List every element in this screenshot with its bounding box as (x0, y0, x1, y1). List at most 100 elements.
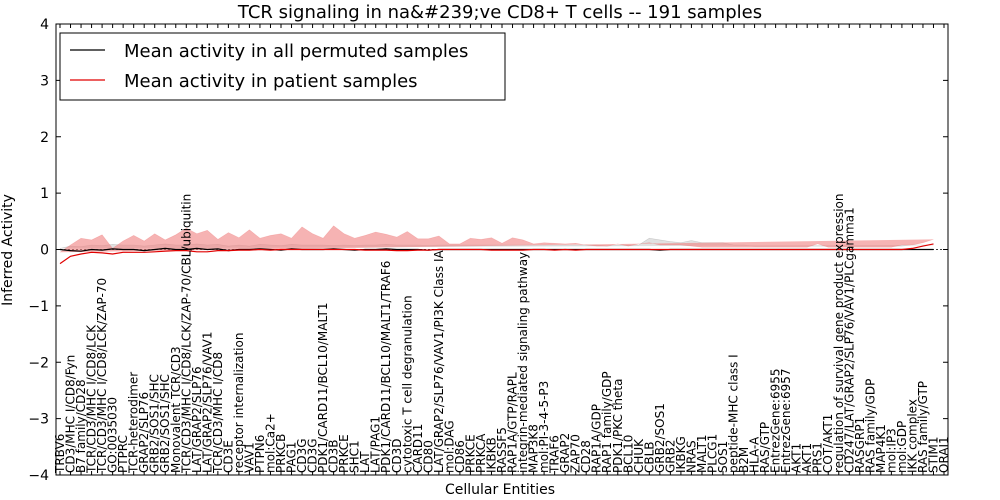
x-tick-label: IKBKB (485, 437, 499, 473)
x-tick-label: PLCG1 (706, 434, 720, 473)
x-tick-label: B2M (737, 447, 751, 473)
x-tick-label: integrin-mediated signaling pathway (516, 252, 530, 473)
y-tick-label: −4 (28, 468, 49, 484)
x-tick-label: PAG1 (285, 442, 299, 473)
x-tick-label: PDK1/CARD11/BCL10/MALT1/TRAF6 (379, 261, 393, 473)
x-tick-label: GO:0035030 (106, 397, 120, 473)
x-tick-label: B7 family/CD28 (74, 379, 88, 473)
y-tick-label: 0 (40, 243, 49, 259)
x-tick-label: LAT/GRAP2/SLP76 (190, 366, 204, 473)
x-tick-label: LAT/GRAP2/SLP76/VAV1 (200, 332, 214, 473)
x-tick-label: EntrezGene:6955 (769, 369, 783, 474)
x-tick-label: CD86 (453, 440, 467, 473)
x-tick-label: mol:Ca2+ (264, 413, 278, 473)
x-tick-label: SOS1 (716, 441, 730, 473)
x-tick-label: CD3D (390, 439, 404, 474)
x-tick-label: PDK1/PKC theta (611, 379, 625, 473)
x-tick-label: CD3E (221, 440, 235, 473)
x-tick-label: PRKCE (337, 434, 351, 473)
x-tick-label: TCR/CD3/MHC I/CD8 (211, 352, 225, 474)
y-tick-label: 2 (40, 130, 49, 146)
x-tick-label: LAT/GRAP2/SLP76/VAV1/PI3K Class IA (432, 249, 446, 473)
x-tick-label: GRB2/SOS1/SHC (158, 374, 172, 473)
x-tick-label: TCR/CD3/MHC I/CD8/LCK (85, 324, 99, 474)
x-tick-label: PRS1 (811, 442, 825, 473)
x-tick-label: ZAP70 (569, 434, 583, 473)
x-tick-label: TCR-heterodimer (127, 372, 141, 474)
x-tick-label: RAS family/GDP (863, 379, 877, 473)
y-tick-label: 3 (40, 73, 49, 89)
x-tick-label: mol:GDP (895, 421, 909, 473)
x-tick-label: ORAI1 (937, 436, 951, 473)
x-tick-label: HLA-A (748, 436, 762, 473)
x-axis-label: Cellular Entities (445, 482, 555, 498)
x-tick-label: PRKCA (474, 433, 488, 473)
x-tick-label: PTPN6 (253, 435, 267, 473)
x-tick-label: GRB2/SOS1 (653, 403, 667, 473)
x-tick-label: CD3G (306, 438, 320, 473)
x-tick-label: MALT1 (695, 434, 709, 473)
x-tick-label: MAP3K8 (527, 424, 541, 473)
y-tick-label: −3 (28, 412, 49, 428)
x-tick-label: STIM1 (927, 437, 941, 473)
x-tick-label: PRKCB (274, 434, 288, 473)
x-tick-label: PTPRC (116, 435, 130, 473)
x-tick-label: TRBV6 (53, 434, 67, 474)
x-tick-label: RAP1 family/GDP (600, 371, 614, 473)
x-tick-label: SHC1 (348, 440, 362, 473)
x-tick-label: CD28 (579, 440, 593, 473)
x-tick-label: CD3B (327, 440, 341, 474)
legend: Mean activity in all permuted samples Me… (59, 32, 506, 101)
y-tick-label: 1 (40, 186, 49, 202)
chart-title: TCR signaling in na&#239;ve CD8+ T cells… (237, 2, 762, 23)
x-tick-label: mol:DAG (442, 420, 456, 473)
x-tick-label: IKBKG (674, 436, 688, 473)
x-tick-label: TCR/CD3/MHC I/CD8/LCK/ZAP-70/CBL/ubiquit… (179, 194, 193, 474)
y-tick-label: 4 (40, 17, 49, 33)
x-tick-label: BCL10 (621, 435, 635, 473)
x-tick-label: EntrezGene:6957 (779, 369, 793, 474)
x-tick-label: RAS/GTP (758, 422, 772, 473)
x-tick-label: CD3G (295, 438, 309, 473)
x-tick-label: regulation of survival gene product expr… (832, 194, 846, 473)
x-tick-label: CBLB (642, 441, 656, 473)
x-tick-label: AKT1 (800, 443, 814, 473)
series-band-1 (59, 225, 934, 253)
x-tick-label: TRAF6 (548, 435, 562, 474)
x-tick-label: peptide-MHC class I (727, 354, 741, 473)
x-tick-label: GRB2/SOS1/SHC (148, 374, 162, 473)
x-tick-label: IKK complex (905, 399, 919, 473)
y-tick-label: −2 (28, 355, 49, 371)
x-tick-label: RASSF5 (495, 427, 509, 473)
x-tick-label: RAP1A/GDP (590, 404, 604, 473)
x-tick-label: mol:PI-3-4-5-P3 (537, 381, 551, 473)
x-tick-label: MAP4K1 (874, 424, 888, 473)
x-tick-label: PRKCE (463, 434, 477, 473)
x-tick-label: CD247/LAT/GRAP2/SLP76/VAV1/PLCgamma1 (842, 207, 856, 473)
legend-label-patient: Mean activity in patient samples (124, 71, 418, 92)
legend-label-permuted: Mean activity in all permuted samples (124, 41, 468, 62)
x-tick-label: VAV1 (242, 442, 256, 473)
x-tick-label: CD3/MHC I/CD8/Fyn (64, 355, 78, 473)
x-tick-label: RAP1A/GTP/RAPL (506, 372, 520, 473)
x-tick-label: RAS family/GTP (916, 381, 930, 473)
x-tick-label: GRB2 (663, 439, 677, 473)
x-tick-label: RASGRP1 (853, 417, 867, 473)
x-tick-label: CHUK (632, 438, 646, 473)
y-tick-label: −1 (28, 299, 49, 315)
x-tick-label: GRAP2/SLP76 (137, 392, 151, 473)
y-axis-label: Inferred Activity (0, 194, 16, 306)
x-tick-label: CARD11 (411, 424, 425, 473)
x-tick-label: PDK1/CARD11/BCL10/MALT1 (316, 303, 330, 473)
x-tick-label: LAT/PAG1 (369, 416, 383, 473)
x-tick-label: COT/AKT1 (821, 414, 835, 473)
x-tick-label: AKT1 (790, 443, 804, 473)
x-tick-label: TCR/CD3/MHC I/CD8/LCK/ZAP-70 (95, 278, 109, 474)
x-tick-label: mol:IP3 (884, 428, 898, 473)
x-tick-label: cytotoxic T cell degranulation (400, 295, 414, 473)
x-tick-label: Monovalent TCR/CD3 (169, 346, 183, 473)
x-tick-label: NRAS (684, 440, 698, 473)
series-line-1 (59, 243, 934, 265)
x-tick-label: receptor internalization (232, 333, 246, 473)
